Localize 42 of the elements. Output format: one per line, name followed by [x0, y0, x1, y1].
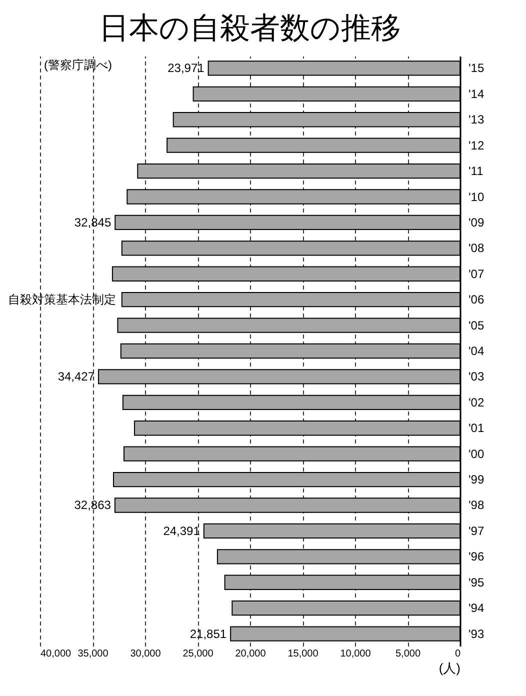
annotation: 自殺対策基本法制定 [8, 292, 116, 307]
x-tick-label: 5,000 [395, 648, 421, 660]
data-label: 32,863 [74, 498, 112, 512]
x-tick-label: 15,000 [288, 648, 319, 660]
y-tick-label: '12 [468, 138, 484, 152]
y-tick-label: '06 [468, 292, 484, 307]
y-tick-label: '95 [468, 575, 484, 590]
y-tick-label: '13 [468, 112, 484, 127]
y-tick-label: '14 [468, 86, 484, 101]
y-tick-label: '99 [468, 472, 484, 487]
annotation: (警察庁調べ) [44, 58, 112, 72]
data-label: 24,391 [163, 524, 200, 538]
y-tick-label: '11 [468, 164, 484, 178]
y-tick-label: '10 [468, 190, 484, 204]
y-tick-label: '15 [468, 61, 484, 76]
y-tick-label: '96 [468, 550, 484, 564]
data-label: 21,851 [190, 626, 227, 641]
x-tick-label: 0 [454, 648, 461, 660]
data-label: 23,971 [168, 61, 205, 76]
data-label: 34,427 [58, 370, 95, 384]
x-tick-label: 20,000 [235, 648, 266, 660]
x-tick-label: 40,000 [40, 648, 72, 660]
y-tick-label: '01 [468, 421, 484, 436]
y-tick-label: '03 [468, 370, 484, 384]
y-tick-label: '08 [468, 241, 484, 256]
y-tick-label: '97 [468, 524, 484, 538]
y-tick-label: '93 [468, 626, 484, 641]
chart-title: 日本の自殺者数の推移 [99, 12, 401, 45]
y-tick-label: '00 [468, 446, 484, 461]
x-tick-label: 30,000 [130, 648, 162, 660]
x-axis-title: (人) [438, 660, 460, 676]
y-tick-label: '98 [468, 498, 484, 512]
y-tick-label: '94 [468, 601, 484, 616]
data-label: 32,845 [74, 215, 112, 230]
y-tick-label: '02 [468, 395, 484, 410]
y-tick-label: '05 [468, 318, 484, 332]
y-tick-label: '07 [468, 266, 484, 281]
x-tick-label: 25,000 [182, 648, 214, 660]
y-tick-label: '04 [468, 344, 484, 358]
y-tick-label: '09 [468, 215, 484, 230]
x-tick-label: 35,000 [78, 648, 109, 660]
x-tick-label: 10,000 [340, 648, 372, 660]
